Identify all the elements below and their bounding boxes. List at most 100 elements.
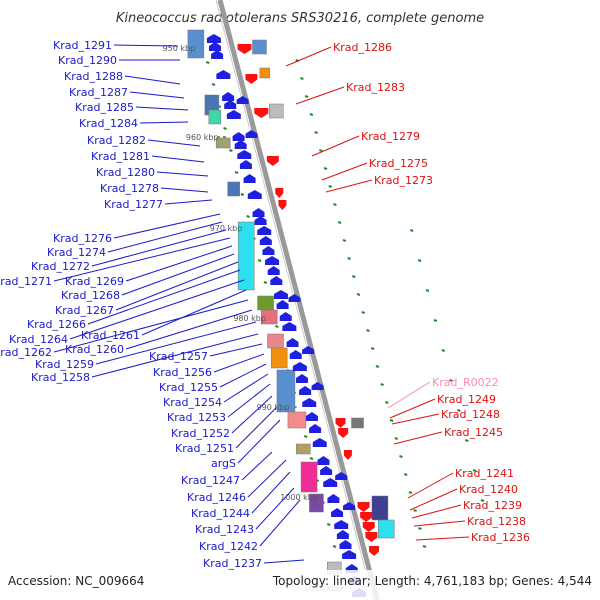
left-leader-line bbox=[135, 106, 189, 111]
left-leader-line bbox=[125, 245, 233, 282]
left-leader-line bbox=[69, 279, 245, 340]
gene-domain-box bbox=[287, 411, 307, 429]
right-gene-label: Krad_1279 bbox=[361, 130, 420, 143]
tick-mark bbox=[413, 509, 417, 512]
gene-domain-box bbox=[260, 309, 278, 325]
tick-mark bbox=[326, 523, 331, 526]
left-leader-line bbox=[87, 269, 241, 325]
minus-strand-gene-arrow bbox=[259, 236, 272, 245]
left-leader-line bbox=[124, 75, 181, 85]
tick-mark bbox=[394, 437, 399, 440]
tick-mark bbox=[309, 457, 314, 460]
tick-mark bbox=[351, 275, 356, 278]
minus-strand-gene-arrow bbox=[279, 312, 292, 321]
gene-domain-box bbox=[267, 333, 284, 349]
left-leader-line bbox=[164, 199, 213, 205]
left-leader-line bbox=[219, 363, 267, 388]
right-gene-label: Krad_1248 bbox=[441, 408, 500, 421]
left-gene-label: Krad_1287 bbox=[69, 86, 128, 99]
minus-strand-gene-arrow bbox=[209, 42, 222, 51]
left-leader-line bbox=[223, 373, 269, 403]
label-layer: 950 kbp 960 kbp 970 kbp 980 kbp 990 kbp 1000 … bbox=[0, 39, 530, 593]
left-leader-line bbox=[53, 237, 231, 282]
kbp-marker-label: 990 kbp bbox=[257, 403, 290, 412]
left-leader-line bbox=[125, 309, 253, 350]
left-gene-label: Krad_1269 bbox=[65, 275, 124, 288]
right-leader-line bbox=[387, 381, 431, 409]
minus-strand-gene-arrow bbox=[343, 502, 355, 510]
left-gene-label: Krad_1271 bbox=[0, 275, 52, 288]
right-leader-line bbox=[391, 413, 440, 425]
tick-mark bbox=[403, 473, 408, 476]
left-gene-label: Krad_1267 bbox=[55, 304, 114, 317]
left-leader-line bbox=[113, 213, 221, 239]
left-leader-line bbox=[53, 299, 249, 353]
tick-mark bbox=[418, 527, 422, 530]
tick-mark bbox=[275, 325, 279, 328]
left-leader-line bbox=[160, 187, 209, 193]
minus-strand-gene-arrow bbox=[216, 70, 231, 79]
left-leader-line bbox=[141, 289, 247, 336]
minus-strand-gene-arrow bbox=[311, 382, 324, 390]
left-gene-label: Krad_1277 bbox=[104, 198, 163, 211]
minus-strand-gene-arrow bbox=[342, 550, 357, 559]
minus-strand-gene-arrow bbox=[236, 96, 249, 104]
tick-mark bbox=[385, 401, 389, 404]
minus-strand-gene-arrow bbox=[335, 472, 348, 480]
gene-domain-box bbox=[296, 443, 311, 455]
tick-mark bbox=[389, 419, 394, 422]
minus-strand-gene-arrow bbox=[276, 300, 289, 309]
left-leader-line bbox=[121, 253, 235, 296]
tick-mark bbox=[408, 491, 413, 494]
minus-strand-gene-arrow bbox=[222, 92, 235, 101]
tick-mark bbox=[422, 545, 427, 548]
minus-strand-gene-arrow bbox=[234, 140, 247, 149]
minus-strand-gene-arrow bbox=[237, 150, 252, 159]
gene-domain-box bbox=[270, 347, 288, 369]
minus-strand-gene-arrow bbox=[239, 160, 252, 169]
tick-mark bbox=[472, 469, 477, 472]
tick-mark bbox=[457, 409, 461, 412]
left-gene-label: Krad_1291 bbox=[53, 39, 112, 52]
left-leader-line bbox=[251, 471, 291, 514]
left-gene-label: Krad_1253 bbox=[167, 411, 226, 424]
accession-text: Accession: NC_009664 bbox=[8, 574, 144, 588]
minus-strand-gene-arrow bbox=[317, 456, 330, 465]
minus-strand-gene-arrow bbox=[292, 362, 307, 371]
tick-mark bbox=[300, 77, 304, 80]
right-leader-line bbox=[411, 504, 462, 519]
minus-strand-gene-arrow bbox=[252, 208, 265, 217]
tick-mark bbox=[464, 439, 469, 442]
right-gene-label: Krad_1240 bbox=[459, 483, 518, 496]
left-gene-label: Krad_1256 bbox=[153, 366, 212, 379]
left-gene-label: argS bbox=[211, 457, 236, 470]
plus-strand-gene-arrow bbox=[254, 108, 269, 118]
left-gene-label: Krad_1268 bbox=[61, 289, 120, 302]
plus-strand-gene-arrow bbox=[245, 74, 258, 84]
kbp-marker-label: 960 kbp bbox=[186, 133, 219, 142]
plus-strand-gene-arrow bbox=[362, 522, 375, 532]
right-leader-line bbox=[393, 431, 443, 445]
plus-strand-gene-arrow bbox=[237, 44, 252, 54]
left-leader-line bbox=[91, 229, 227, 267]
plus-strand-gene-arrow bbox=[338, 428, 349, 438]
minus-strand-gene-arrow bbox=[206, 34, 221, 43]
tick-mark bbox=[370, 347, 375, 350]
minus-strand-gene-arrow bbox=[299, 386, 312, 395]
tick-mark bbox=[366, 329, 370, 332]
kbp-marker-label: 1000 kbp bbox=[280, 493, 318, 502]
minus-strand-gene-arrow bbox=[336, 530, 349, 539]
left-leader-line bbox=[147, 139, 201, 147]
tick-mark bbox=[332, 545, 337, 548]
left-leader-line bbox=[247, 459, 287, 498]
tick-mark bbox=[234, 171, 239, 174]
plus-strand-gene-arrow bbox=[278, 200, 287, 210]
minus-strand-gene-arrow bbox=[288, 294, 301, 302]
tick-mark bbox=[375, 365, 380, 368]
tick-mark bbox=[314, 131, 318, 134]
left-gene-label: Krad_1247 bbox=[181, 474, 240, 487]
tick-mark bbox=[323, 167, 328, 170]
minus-strand-gene-arrow bbox=[262, 246, 275, 255]
left-leader-line bbox=[209, 343, 263, 357]
